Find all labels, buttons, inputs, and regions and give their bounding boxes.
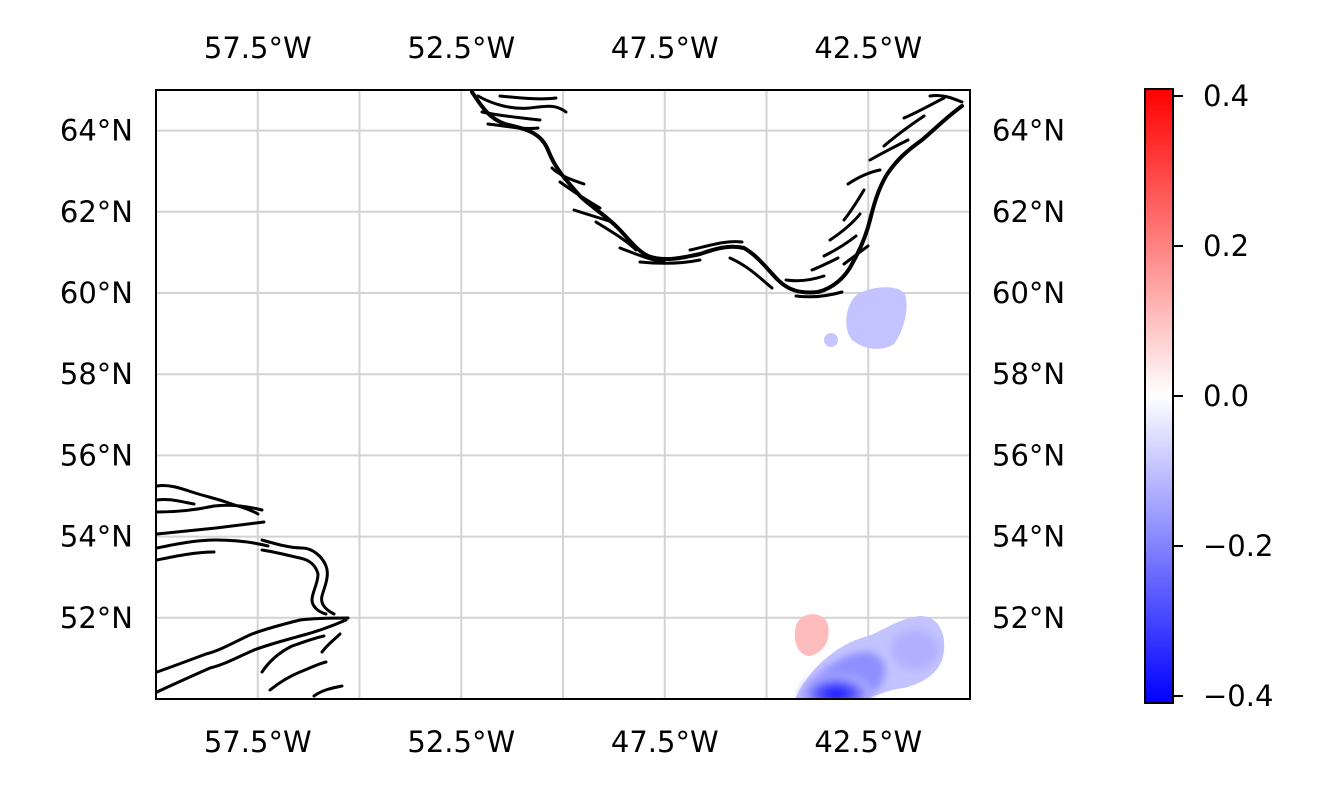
lat-label-left: 56°N bbox=[60, 438, 133, 472]
lon-label-top: 42.5°W bbox=[814, 31, 922, 65]
colorbar-tick-label: 0.0 bbox=[1203, 379, 1249, 413]
anomaly-southeast-east-lobe bbox=[891, 630, 939, 670]
lat-label-right: 58°N bbox=[992, 357, 1065, 391]
colorbar-ticks: 0.4 0.2 0.0 −0.2 −0.4 bbox=[1173, 79, 1273, 713]
lat-label-right: 54°N bbox=[992, 520, 1065, 554]
lat-label-right: 60°N bbox=[992, 276, 1065, 310]
lat-label-right: 62°N bbox=[992, 195, 1065, 229]
colorbar-tick-label: 0.4 bbox=[1203, 79, 1249, 113]
anomaly-south-greenland-negative bbox=[846, 287, 907, 349]
longitude-labels-bottom: 57.5°W 52.5°W 47.5°W 42.5°W bbox=[204, 725, 922, 759]
colorbar-tick-label: −0.4 bbox=[1203, 679, 1273, 713]
colorbar-tick-label: −0.2 bbox=[1203, 529, 1273, 563]
coastline-greenland-inner bbox=[476, 94, 964, 299]
coastline-greenland bbox=[470, 90, 964, 295]
lon-label-bottom: 57.5°W bbox=[204, 725, 312, 759]
anomaly-southeast-strong-negative bbox=[800, 674, 872, 699]
lat-label-right: 56°N bbox=[992, 438, 1065, 472]
lat-label-left: 64°N bbox=[60, 114, 133, 148]
map-frame bbox=[155, 89, 971, 700]
longitude-labels-top: 57.5°W 52.5°W 47.5°W 42.5°W bbox=[204, 31, 922, 65]
anomaly-positive-spot bbox=[794, 614, 829, 656]
lat-label-left: 54°N bbox=[60, 520, 133, 554]
coastlines bbox=[156, 90, 964, 698]
colorbar-tick-label: 0.2 bbox=[1203, 229, 1249, 263]
lat-label-left: 60°N bbox=[60, 276, 133, 310]
coastline-labrador bbox=[156, 484, 350, 698]
lat-label-left: 58°N bbox=[60, 357, 133, 391]
lat-label-left: 52°N bbox=[60, 601, 133, 635]
latitude-labels-right: 52°N 54°N 56°N 58°N 60°N 62°N 64°N bbox=[992, 114, 1065, 635]
colorbar: 0.4 0.2 0.0 −0.2 −0.4 bbox=[1144, 79, 1273, 713]
lon-label-top: 47.5°W bbox=[611, 31, 719, 65]
lon-label-bottom: 42.5°W bbox=[814, 725, 922, 759]
anomaly-fields bbox=[794, 287, 945, 699]
anomaly-small-negative-spot bbox=[824, 333, 838, 347]
lon-label-top: 52.5°W bbox=[407, 31, 515, 65]
lat-label-left: 62°N bbox=[60, 195, 133, 229]
lon-label-top: 57.5°W bbox=[204, 31, 312, 65]
lon-label-bottom: 52.5°W bbox=[407, 725, 515, 759]
lon-label-bottom: 47.5°W bbox=[611, 725, 719, 759]
latitude-labels-left: 52°N 54°N 56°N 58°N 60°N 62°N 64°N bbox=[60, 114, 133, 635]
gridlines bbox=[156, 90, 970, 699]
lat-label-right: 64°N bbox=[992, 114, 1065, 148]
lat-label-right: 52°N bbox=[992, 601, 1065, 635]
colorbar-gradient bbox=[1144, 88, 1174, 704]
